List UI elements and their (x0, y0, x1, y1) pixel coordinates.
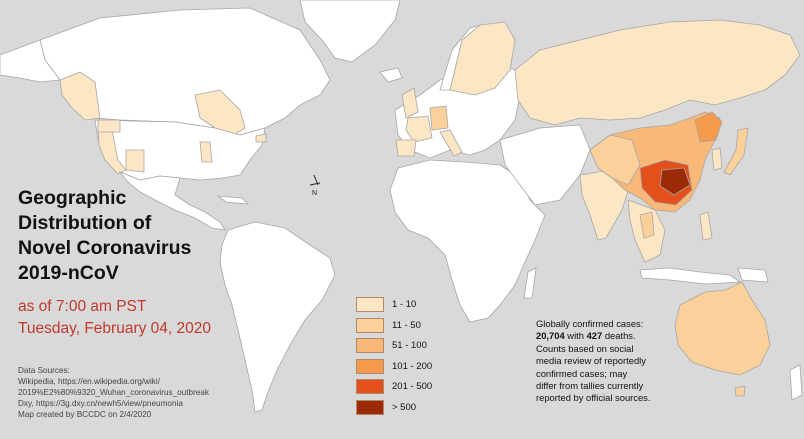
map-title: Geographic Distribution of Novel Coronav… (18, 186, 228, 286)
note-line: differ from tallies currently (536, 380, 644, 392)
compass-icon: N (309, 174, 321, 197)
northeast-china (694, 111, 723, 143)
arizona (125, 149, 145, 173)
united-kingdom (401, 87, 419, 119)
note-line: 20,704 with 427 deaths. (536, 330, 686, 342)
sources-line: 2019%E2%80%9320_Wuhan_coronavirus_outbre… (18, 388, 210, 397)
legend-label: 1 - 10 (392, 299, 417, 310)
legend-swatch (356, 317, 384, 333)
legend: 1 - 10 11 - 50 51 - 100 101 - 200 201 - 500 >… (356, 295, 432, 418)
legend-item: 11 - 50 (356, 316, 432, 335)
legend-item: > 500 (356, 398, 432, 417)
sources-heading: Data Sources: (18, 366, 70, 375)
iceland (379, 67, 403, 83)
legend-item: 201 - 500 (356, 377, 432, 396)
alaska (0, 39, 61, 83)
title-line: Geographic (18, 187, 127, 209)
timestamp: as of 7:00 am PST Tuesday, February 04, … (18, 296, 211, 340)
map-credit: Map created by BCCDC on 2/4/2020 (18, 410, 152, 419)
italy (439, 129, 463, 157)
massachusetts (255, 133, 267, 143)
illinois (199, 141, 213, 163)
papua-new-guinea (737, 267, 769, 283)
norway (439, 24, 481, 91)
sources-line: Dxy, https://3g.dxy.cn/newh5/view/pneumo… (18, 399, 183, 408)
new-zealand (789, 364, 803, 401)
tasmania (734, 385, 746, 397)
mexico (118, 171, 226, 231)
timestamp-time: as of 7:00 am PST (18, 298, 147, 315)
korea (711, 147, 723, 171)
africa (389, 159, 546, 323)
legend-swatch (356, 399, 384, 415)
madagascar (523, 267, 537, 299)
data-sources: Data Sources: Wikipedia, https://en.wiki… (18, 365, 258, 420)
legend-swatch (356, 297, 384, 312)
sources-line: Wikipedia, https://en.wikipedia.org/wiki… (18, 377, 160, 386)
legend-swatch (356, 379, 384, 394)
south-america (219, 221, 336, 413)
france (405, 115, 433, 143)
russia (514, 19, 801, 126)
washington (97, 119, 121, 133)
timestamp-date: Tuesday, February 04, 2020 (18, 320, 212, 337)
note-line: Globally confirmed cases: (536, 318, 644, 329)
legend-label: 101 - 200 (392, 360, 433, 372)
compass-label: N (312, 190, 317, 197)
middle-east (499, 124, 591, 206)
ontario (194, 89, 246, 137)
japan (723, 127, 749, 176)
cases-note: Globally confirmed cases: 20,704 with 42… (536, 318, 686, 405)
note-line: confirmed cases; may (536, 367, 628, 379)
hubei (659, 167, 691, 196)
spain (395, 139, 417, 157)
legend-swatch (356, 338, 384, 353)
australia (674, 281, 771, 376)
legend-label: 51 - 100 (392, 340, 427, 351)
case-count: 20,704 (536, 330, 565, 342)
legend-item: 1 - 10 (356, 295, 432, 314)
title-line: Novel Coronavirus (18, 237, 192, 259)
legend-item: 101 - 200 (356, 357, 432, 376)
germany (429, 105, 449, 131)
legend-item: 51 - 100 (356, 336, 432, 355)
legend-label: > 500 (392, 401, 417, 413)
legend-label: 11 - 50 (392, 319, 421, 331)
western-china (589, 134, 641, 186)
cuba (216, 195, 250, 205)
note-line: reported by official sources. (536, 392, 651, 404)
indonesia (639, 267, 742, 285)
note-text: deaths. (602, 330, 636, 342)
greenland (299, 0, 401, 63)
british-columbia (59, 71, 101, 121)
legend-swatch (356, 358, 384, 374)
philippines (699, 211, 713, 241)
thailand (639, 211, 655, 239)
note-text: with (564, 330, 587, 342)
note-line: Counts based on social (536, 342, 634, 354)
death-count: 427 (586, 330, 603, 342)
title-line: 2019-nCoV (18, 262, 119, 284)
california (97, 129, 127, 175)
legend-label: 201 - 500 (392, 381, 433, 392)
title-line: Distribution of (18, 212, 152, 234)
note-line: media review of reportedly (536, 355, 646, 367)
